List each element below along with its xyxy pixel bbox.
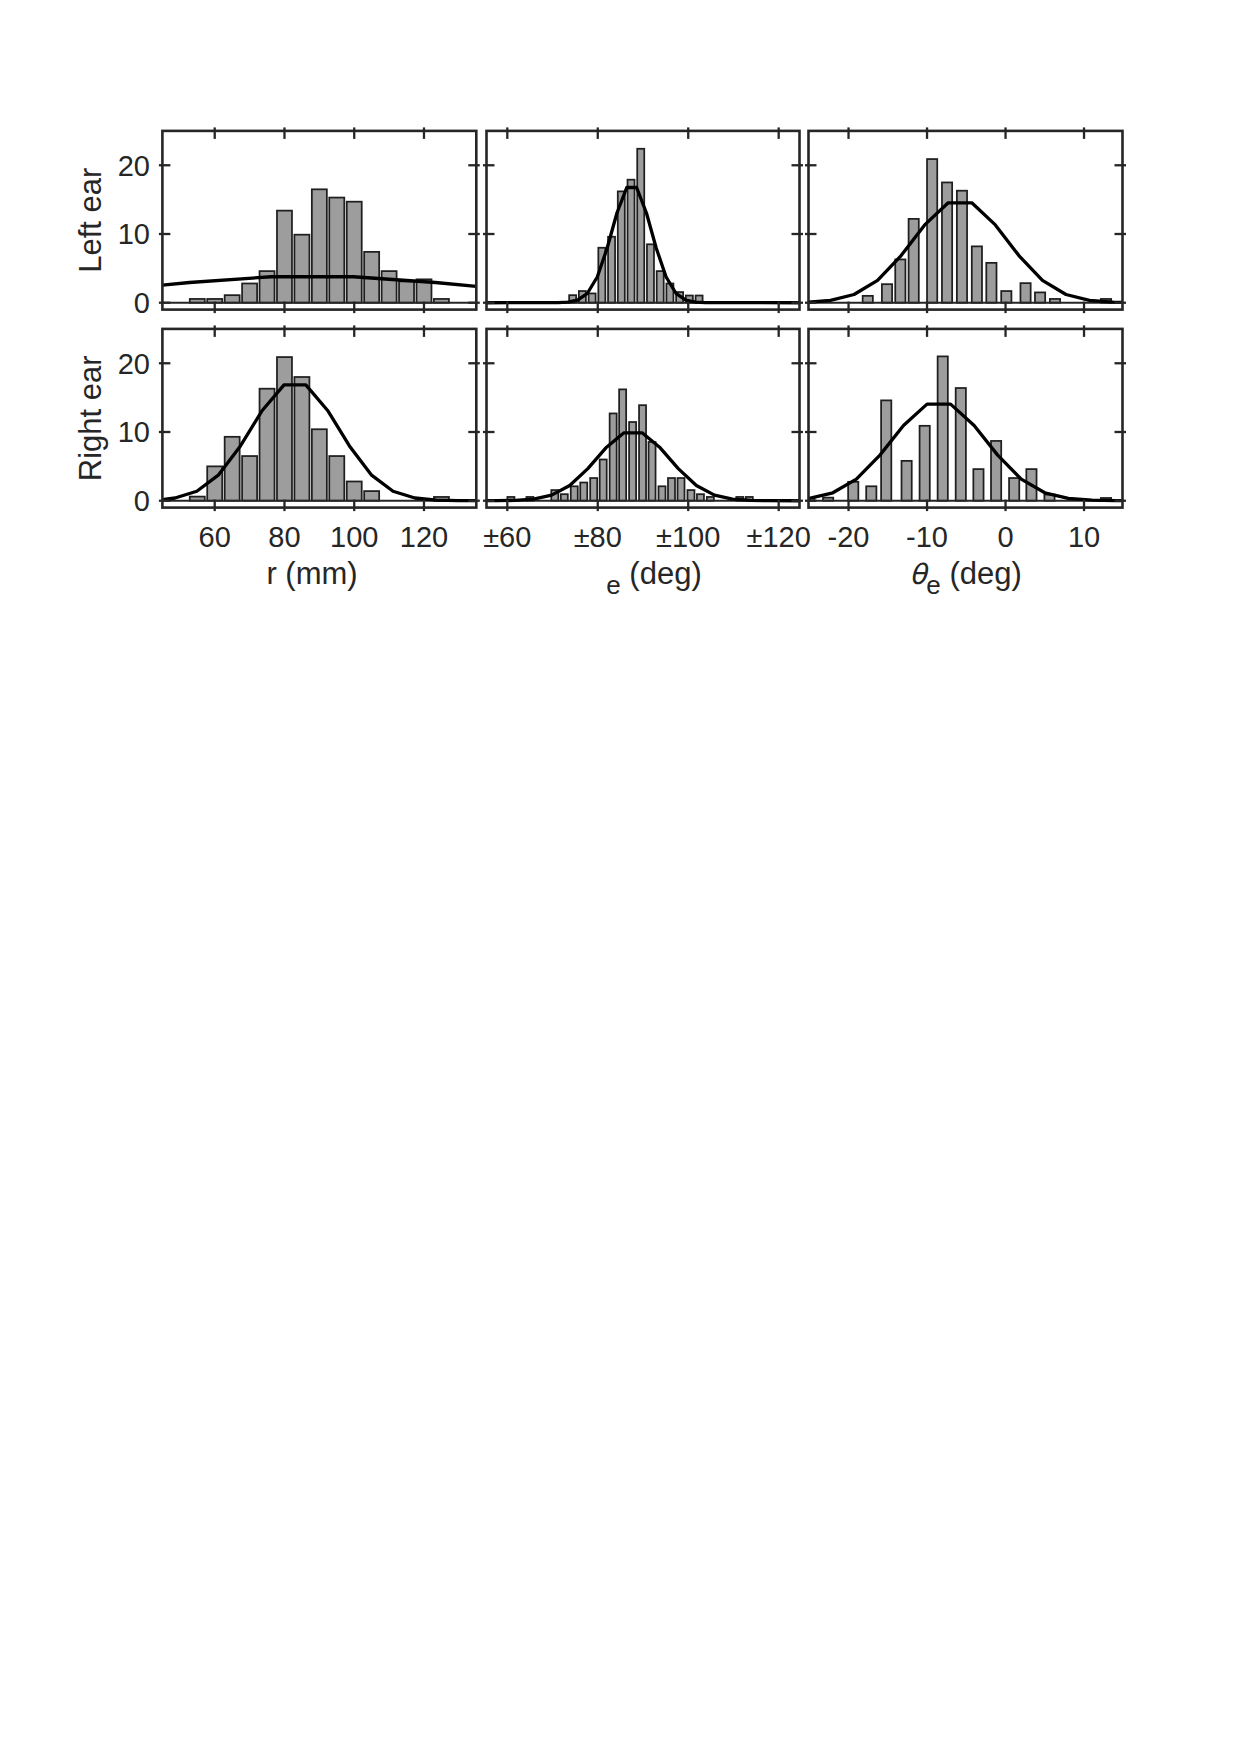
y-tick-label: 20 bbox=[118, 348, 150, 380]
histogram-bar bbox=[938, 356, 948, 500]
histogram-bar bbox=[294, 235, 309, 303]
histogram-bar bbox=[347, 481, 362, 500]
histogram-bar bbox=[294, 377, 309, 501]
x-tick-label: ±100 bbox=[656, 521, 720, 553]
histogram-bar bbox=[590, 478, 597, 501]
histogram-bar bbox=[277, 357, 292, 501]
histogram-bar bbox=[382, 271, 397, 303]
y-axis-row-label: Left ear bbox=[73, 168, 108, 273]
histogram-bar bbox=[920, 426, 930, 501]
histogram-bar bbox=[639, 405, 646, 501]
panel-right-ear-phi: ±60 ±80 ±100 ±120 bbox=[483, 325, 811, 552]
histogram-bar bbox=[580, 483, 587, 501]
panel-left-ear-phi bbox=[483, 127, 803, 313]
histogram-bar bbox=[1001, 291, 1011, 303]
histogram-bar bbox=[657, 271, 664, 303]
histogram-bar bbox=[863, 296, 873, 303]
histogram-bar bbox=[909, 219, 919, 303]
x-axis-label: θe​ (deg) bbox=[909, 556, 1022, 600]
bars-right-ear-r bbox=[162, 357, 476, 501]
x-tick-label: -10 bbox=[906, 521, 948, 553]
x-tick-label: 10 bbox=[1068, 521, 1100, 553]
page: { "figure_title": "", "colors": {"bar_fi… bbox=[0, 0, 1240, 1754]
y-tick-label: 0 bbox=[134, 287, 150, 319]
x-tick-label: ±60 bbox=[483, 521, 531, 553]
histogram-bar bbox=[225, 437, 240, 501]
bars-right-ear-theta bbox=[804, 356, 1122, 500]
figure-root: 01020608010012001020±60±80±100±120-20-10… bbox=[73, 127, 1126, 600]
bars-left-ear-phi bbox=[487, 149, 800, 303]
x-tick-label: 60 bbox=[199, 521, 231, 553]
histogram-bar bbox=[973, 469, 983, 501]
histogram-bar bbox=[242, 456, 257, 501]
histogram-bar bbox=[986, 263, 996, 303]
histogram-figure: 01020608010012001020±60±80±100±120-20-10… bbox=[0, 0, 1240, 1754]
histogram-bar bbox=[942, 182, 952, 302]
x-tick-label: 120 bbox=[400, 521, 448, 553]
x-axis-label: e​ (deg) bbox=[606, 556, 701, 600]
histogram-bar bbox=[571, 486, 578, 500]
histogram-bar bbox=[972, 246, 982, 302]
x-tick-label: 100 bbox=[330, 521, 378, 553]
bars-right-ear-phi bbox=[487, 389, 800, 500]
y-tick-label: 10 bbox=[118, 218, 150, 250]
histogram-bar bbox=[610, 413, 617, 500]
histogram-bar bbox=[225, 295, 240, 303]
histogram-bar bbox=[687, 490, 694, 501]
bars-left-ear-r bbox=[162, 189, 476, 302]
histogram-bar bbox=[312, 189, 327, 302]
y-axis-row-label: Right ear bbox=[73, 355, 108, 481]
histogram-bar bbox=[895, 259, 905, 302]
x-tick-label: -20 bbox=[828, 521, 870, 553]
histogram-bar bbox=[364, 491, 379, 501]
histogram-bar bbox=[668, 478, 675, 501]
panel-right-ear-r: 60 80 100 120 0 10 20 bbox=[118, 325, 480, 552]
panel-left-ear-r: 0 10 20 bbox=[118, 127, 480, 319]
histogram-bar bbox=[956, 388, 966, 501]
histogram-bar bbox=[347, 202, 362, 303]
histogram-bar bbox=[957, 191, 967, 303]
x-tick-label: 80 bbox=[268, 521, 300, 553]
histogram-bar bbox=[882, 284, 892, 303]
histogram-bar bbox=[329, 198, 344, 303]
y-tick-label: 0 bbox=[134, 485, 150, 517]
histogram-bar bbox=[927, 159, 937, 303]
histogram-bar bbox=[866, 486, 876, 500]
y-tick-label: 10 bbox=[118, 416, 150, 448]
histogram-bar bbox=[677, 478, 684, 501]
histogram-bar bbox=[658, 486, 665, 500]
histogram-bar bbox=[329, 456, 344, 501]
x-axis-label: r (mm) bbox=[266, 556, 357, 591]
histogram-bar bbox=[1009, 478, 1019, 501]
y-tick-label: 20 bbox=[118, 150, 150, 182]
histogram-bar bbox=[312, 429, 327, 500]
histogram-bar bbox=[399, 281, 414, 302]
histogram-bar bbox=[242, 283, 257, 302]
histogram-bar bbox=[600, 459, 607, 500]
histogram-bar bbox=[619, 389, 626, 500]
histogram-bar bbox=[902, 461, 912, 501]
x-tick-label: ±80 bbox=[574, 521, 622, 553]
histogram-bar bbox=[589, 293, 596, 302]
histogram-bar bbox=[277, 211, 292, 303]
histogram-bar bbox=[1020, 283, 1030, 303]
panel-left-ear-theta bbox=[805, 127, 1126, 313]
panel-right-ear-theta: -20 -10 0 10 bbox=[804, 325, 1126, 552]
x-tick-label: 0 bbox=[997, 521, 1013, 553]
x-tick-label: ±120 bbox=[747, 521, 811, 553]
histogram-bar bbox=[637, 149, 644, 303]
histogram-bar bbox=[628, 180, 635, 303]
histogram-bar bbox=[647, 244, 654, 302]
bars-left-ear-theta bbox=[809, 159, 1123, 303]
histogram-bar bbox=[1035, 292, 1045, 302]
histogram-bar bbox=[649, 442, 656, 501]
